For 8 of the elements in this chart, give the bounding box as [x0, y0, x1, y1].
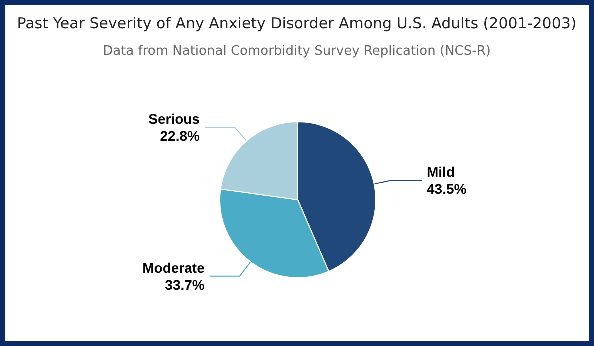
slice-label: Moderate — [142, 260, 206, 276]
data-label: 22.8% — [160, 128, 201, 144]
chart-title: Past Year Severity of Any Anxiety Disorder Among U.S. Adults (2001-2003) — [17, 14, 577, 32]
slice-label: Serious — [148, 111, 200, 128]
slice-label: Mild — [427, 164, 456, 180]
chart-subtitle: Data from National Comorbidity Survey Replication (NCS-R) — [103, 44, 491, 59]
data-label: 33.7% — [165, 276, 206, 293]
data-label: 43.5% — [427, 181, 468, 198]
